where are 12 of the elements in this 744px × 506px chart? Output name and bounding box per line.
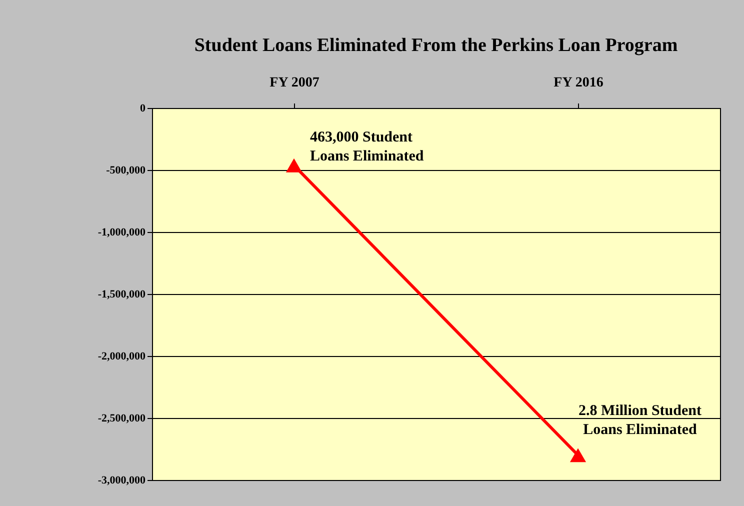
- annotation: 2.8 Million Student Loans Eliminated: [578, 403, 702, 438]
- y-tick-label: -1,000,000: [98, 226, 146, 238]
- y-tick-label: -2,500,000: [98, 412, 146, 424]
- y-tick-label: -2,000,000: [98, 350, 146, 362]
- annotation: 463,000 Student Loans Eliminated: [310, 129, 424, 164]
- y-tick-label: -500,000: [106, 164, 146, 176]
- chart-title: Student Loans Eliminated From the Perkins Loan Program: [194, 35, 678, 56]
- x-tick-label: FY 2016: [554, 76, 604, 90]
- y-tick-label: 0: [140, 102, 146, 114]
- y-tick-label: -1,500,000: [98, 288, 146, 300]
- x-tick-label: FY 2007: [270, 76, 320, 90]
- y-tick-label: -3,000,000: [98, 474, 146, 486]
